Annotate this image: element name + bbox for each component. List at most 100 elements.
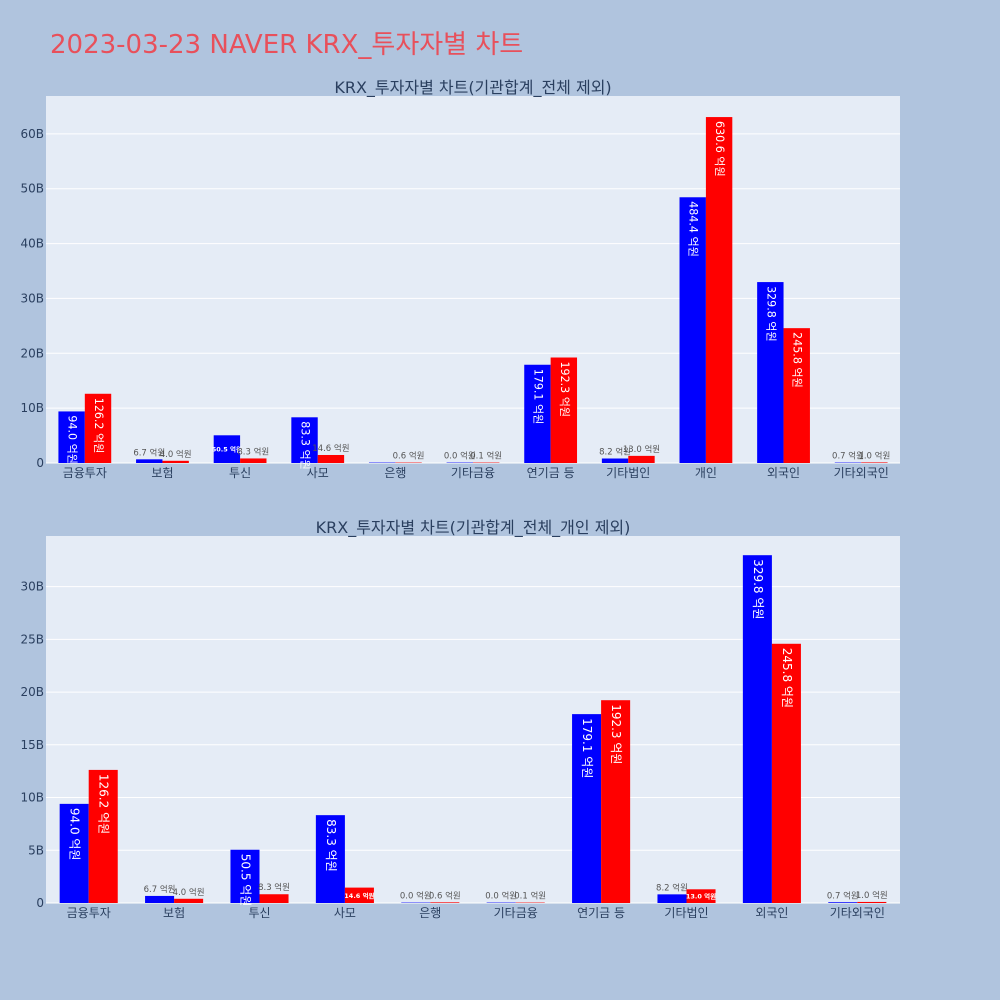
bar — [291, 417, 318, 463]
x-tick-label: 기타금융 — [494, 906, 538, 920]
bar — [601, 700, 631, 903]
data-label: 630.6 억원 — [713, 121, 726, 177]
x-tick-label: 외국인 — [767, 466, 800, 480]
data-label: 6.7 억원 — [133, 447, 165, 458]
y-tick-label: 60B — [20, 127, 44, 141]
bar — [59, 803, 89, 903]
bar — [742, 555, 772, 903]
y-tick-label: 5B — [28, 843, 44, 857]
data-label: 14.6 억원 — [312, 443, 349, 454]
data-label: 1.0 억원 — [858, 450, 890, 461]
data-label: 192.3 억원 — [609, 704, 623, 764]
chart-title: KRX_투자자별 차트(기관합계_전체_개인 제외) — [316, 518, 631, 538]
page-title: 2023-03-23 NAVER KRX_투자자별 차트 — [50, 30, 524, 60]
bar — [705, 117, 733, 464]
data-label: 50.5 억원 — [238, 854, 252, 907]
bar — [136, 459, 163, 463]
x-tick-label: 기타법인 — [606, 466, 650, 480]
y-tick-label: 30B — [20, 291, 44, 305]
data-label: 0.6 억원 — [429, 890, 461, 901]
bar — [679, 197, 706, 463]
bar — [344, 887, 374, 903]
data-label: 8.3 억원 — [237, 446, 269, 457]
bar — [857, 901, 887, 903]
x-tick-label: 연기금 등 — [527, 466, 575, 480]
bar — [828, 902, 858, 903]
data-label: 0.6 억원 — [393, 451, 425, 462]
x-tick-label: 기타법인 — [664, 906, 708, 920]
y-tick-label: 50B — [20, 182, 44, 196]
data-label: 0.0 억원 — [444, 451, 476, 462]
data-label: 179.1 억원 — [580, 718, 594, 778]
x-tick-label: 투신 — [229, 466, 251, 480]
data-label: 126.2 억원 — [92, 398, 105, 454]
y-tick-label: 40B — [20, 237, 44, 251]
y-tick-label: 20B — [20, 346, 44, 360]
x-tick-label: 외국인 — [755, 906, 788, 920]
x-tick-label: 개인 — [695, 466, 717, 480]
y-tick-label: 10B — [20, 791, 44, 805]
data-label: 13.0 억원 — [686, 892, 716, 901]
chart-title: KRX_투자자별 차트(기관합계_전체 제외) — [334, 78, 611, 98]
data-label: 179.1 억원 — [531, 369, 544, 425]
data-label: 8.3 억원 — [258, 882, 290, 893]
bar — [757, 282, 784, 463]
data-label: 14.6 억원 — [344, 891, 374, 900]
x-tick-label: 은행 — [419, 905, 441, 920]
data-label: 4.0 억원 — [160, 449, 192, 460]
bar — [572, 714, 602, 903]
data-label: 50.5 억원 — [212, 445, 242, 454]
bar — [601, 458, 629, 463]
data-label: 484.4 억원 — [687, 201, 700, 257]
y-tick-label: 0 — [36, 896, 44, 910]
x-tick-label: 기타외국인 — [834, 466, 889, 480]
bar — [430, 902, 460, 903]
data-label: 83.3 억원 — [324, 819, 338, 872]
y-tick-label: 10B — [20, 401, 44, 415]
bar — [162, 460, 189, 463]
data-label: 94.0 억원 — [68, 808, 82, 861]
data-label: 83.3 억원 — [299, 421, 312, 470]
bar — [524, 364, 551, 463]
bar — [686, 889, 716, 903]
bar — [230, 849, 260, 903]
data-label: 8.2 억원 — [656, 882, 688, 893]
bar — [317, 454, 345, 463]
bar — [861, 462, 888, 463]
x-tick-label: 사모 — [307, 466, 329, 480]
x-tick-label: 사모 — [334, 906, 356, 920]
y-tick-label: 30B — [20, 580, 44, 594]
y-tick-label: 15B — [20, 738, 44, 752]
data-label: 13.0 억원 — [623, 444, 660, 455]
data-label: 126.2 억원 — [97, 774, 111, 834]
x-tick-label: 연기금 등 — [577, 906, 625, 920]
data-label: 0.7 억원 — [827, 890, 859, 901]
x-tick-label: 보험 — [151, 466, 173, 480]
data-label: 0.0 억원 — [400, 891, 432, 902]
data-label: 245.8 억원 — [791, 332, 804, 388]
x-tick-label: 보험 — [163, 906, 185, 920]
data-label: 0.1 억원 — [514, 891, 546, 902]
data-label: 192.3 억원 — [558, 362, 571, 418]
x-tick-label: 기타외국인 — [830, 906, 885, 920]
bar — [58, 411, 85, 463]
bar — [174, 898, 204, 903]
data-label: 4.0 억원 — [173, 887, 205, 898]
y-tick-label: 0 — [36, 456, 44, 470]
data-label: 6.7 억원 — [144, 884, 176, 895]
y-tick-label: 25B — [20, 632, 44, 646]
bar — [88, 769, 118, 903]
bar — [240, 458, 267, 463]
data-label: 0.7 억원 — [832, 451, 864, 462]
bar — [259, 894, 289, 903]
bar — [771, 643, 801, 903]
bar — [550, 357, 578, 463]
y-tick-label: 20B — [20, 685, 44, 699]
bar — [315, 815, 345, 903]
x-tick-label: 금융투자 — [63, 466, 107, 480]
bar — [628, 455, 655, 463]
data-label: 0.0 억원 — [485, 891, 517, 902]
data-label: 0.1 억원 — [470, 451, 502, 462]
bar — [657, 894, 687, 903]
x-tick-label: 투신 — [248, 906, 270, 920]
